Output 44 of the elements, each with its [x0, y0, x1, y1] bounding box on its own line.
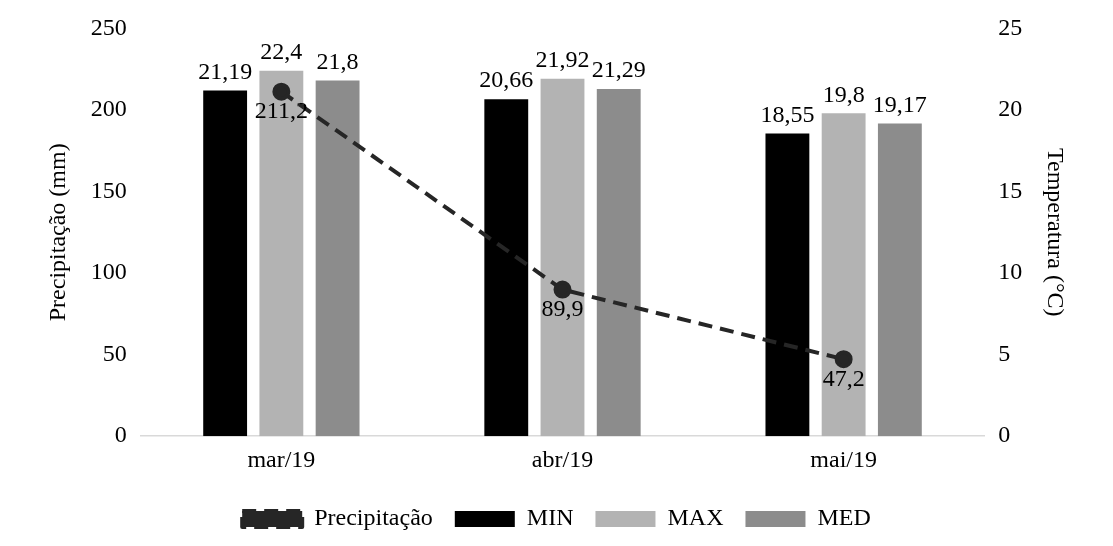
y-tick-label: 150: [90, 176, 127, 203]
data-label: 22,4: [260, 38, 303, 65]
bar: [203, 90, 248, 437]
point: [272, 82, 291, 101]
data-label: 21,29: [591, 56, 646, 83]
data-label: 21,8: [316, 47, 359, 74]
data-label: 89,9: [541, 294, 584, 321]
point: [553, 280, 572, 299]
bar: [540, 78, 585, 437]
legend-label: MIN: [526, 504, 574, 531]
y2-tick-label: 5: [998, 339, 1011, 366]
bar: [821, 113, 866, 437]
y2-tick-label: 20: [998, 95, 1023, 122]
point: [834, 350, 853, 369]
y-tick-label: 250: [90, 13, 127, 40]
bar: [877, 123, 922, 437]
x-tick-label: abr/19: [531, 445, 594, 472]
y2-tick-label: 10: [998, 258, 1023, 285]
legend-label: MAX: [667, 504, 724, 531]
y-tick-label: 50: [102, 339, 127, 366]
data-label: 211,2: [254, 96, 308, 123]
data-label: 19,17: [872, 90, 927, 117]
data-label: 18,55: [760, 100, 815, 127]
data-label: 21,19: [198, 57, 253, 84]
x-tick-label: mai/19: [810, 445, 877, 472]
data-label: 47,2: [822, 364, 865, 391]
y2-tick-label: 25: [998, 13, 1023, 40]
y2-axis-title: Temperatura (°C): [1043, 148, 1070, 317]
bar: [765, 133, 810, 437]
y-tick-label: 0: [114, 421, 127, 448]
bar: [315, 80, 360, 437]
legend-label: MED: [817, 504, 871, 531]
bar: [596, 88, 641, 437]
x-tick-label: mar/19: [247, 445, 316, 472]
data-label: 20,66: [479, 66, 534, 93]
y2-tick-label: 15: [998, 176, 1023, 203]
y-tick-label: 100: [90, 258, 127, 285]
y-axis-title: Precipitação (mm): [43, 143, 70, 322]
data-label: 19,8: [822, 80, 865, 107]
y2-tick-label: 0: [998, 421, 1011, 448]
bar: [484, 99, 529, 437]
legend-label: Precipitação: [314, 504, 433, 531]
data-label: 21,92: [535, 45, 590, 72]
y-tick-label: 200: [90, 95, 127, 122]
